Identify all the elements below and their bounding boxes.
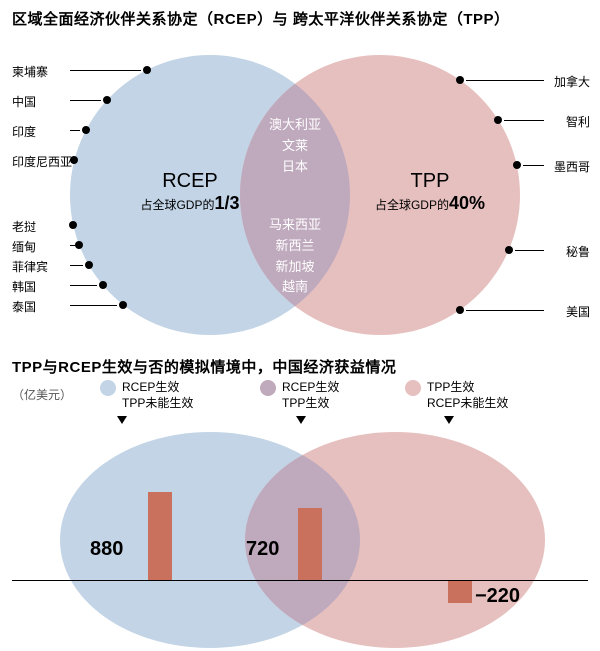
venn1-center-top: 澳大利亚 文莱 日本: [265, 115, 325, 177]
legend-2-swatch: [260, 380, 276, 396]
legend-1-swatch: [100, 380, 116, 396]
venn1-rcep-block: RCEP 占全球GDP的1/3: [120, 170, 260, 214]
legend-3-marker: [444, 416, 454, 424]
country-label: 柬埔寨: [12, 63, 48, 80]
country-label: 印度: [12, 123, 36, 140]
country-tick: [70, 285, 97, 286]
country-label: 泰国: [12, 298, 36, 315]
venn1-rcep-sub: 占全球GDP的1/3: [120, 193, 260, 214]
unit-label: （亿美元）: [12, 386, 72, 403]
country-tick: [70, 265, 83, 266]
country-dot: [85, 261, 93, 269]
country-tick: [523, 165, 544, 166]
title-venn2: TPP与RCEP生效与否的模拟情境中，中国经济获益情况: [12, 356, 396, 377]
country-dot: [456, 76, 464, 84]
country-label: 菲律宾: [12, 258, 48, 275]
venn1-rcep-title: RCEP: [120, 170, 260, 193]
legend-2: RCEP生效 TPP生效: [260, 380, 339, 411]
bar-1-value: 880: [90, 538, 123, 561]
legend-1: RCEP生效 TPP未能生效: [100, 380, 193, 411]
legend-3: TPP生效 RCEP未能生效: [405, 380, 508, 411]
country-label: 老挝: [12, 218, 36, 235]
country-dot: [505, 246, 513, 254]
country-tick: [70, 305, 117, 306]
country-tick: [466, 310, 544, 311]
bar-1: [148, 492, 172, 580]
bar-2-value: 720: [246, 538, 279, 561]
country-tick: [466, 80, 544, 81]
country-dot: [99, 281, 107, 289]
bar-2: [298, 508, 322, 580]
legend-3-swatch: [405, 380, 421, 396]
country-label: 秘鲁: [566, 243, 590, 260]
country-tick: [70, 100, 101, 101]
country-label: 韩国: [12, 278, 36, 295]
country-label: 缅甸: [12, 238, 36, 255]
country-dot: [456, 306, 464, 314]
legend-2-marker: [296, 416, 306, 424]
country-label: 墨西哥: [554, 158, 590, 175]
country-dot: [513, 161, 521, 169]
bar-3: [448, 581, 472, 603]
venn1-tpp-title: TPP: [360, 170, 500, 193]
country-dot: [143, 66, 151, 74]
country-label: 印度尼西亚: [12, 153, 72, 170]
bar-3-value: −220: [475, 585, 520, 608]
baseline: [12, 580, 588, 581]
country-label: 智利: [566, 113, 590, 130]
country-tick: [70, 70, 141, 71]
venn1-center-bottom: 马来西亚 新西兰 新加坡 越南: [265, 215, 325, 298]
country-dot: [82, 126, 90, 134]
country-label: 中国: [12, 93, 36, 110]
country-tick: [504, 120, 544, 121]
country-label: 加拿大: [554, 73, 590, 90]
country-label: 美国: [566, 303, 590, 320]
country-tick: [70, 130, 80, 131]
legend-1-marker: [117, 416, 127, 424]
venn1-tpp-sub: 占全球GDP的40%: [360, 193, 500, 214]
venn1-tpp-block: TPP 占全球GDP的40%: [360, 170, 500, 214]
country-tick: [515, 250, 544, 251]
